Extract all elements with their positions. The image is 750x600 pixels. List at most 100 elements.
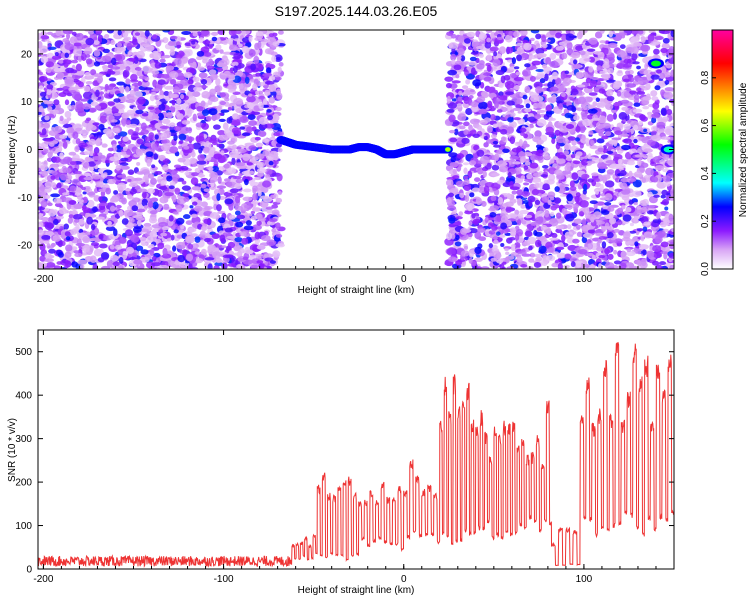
heatmap-cell <box>111 119 118 123</box>
heatmap-cell <box>154 170 163 175</box>
heatmap-cell <box>633 42 642 46</box>
heatmap-cell <box>192 76 200 83</box>
heatmap-cell <box>599 101 606 108</box>
heatmap-cell <box>98 202 109 207</box>
heatmap-cell <box>64 118 70 124</box>
heatmap-cell <box>158 221 169 228</box>
heatmap-cell <box>44 181 53 188</box>
heatmap-cell <box>255 72 262 77</box>
heatmap-cell <box>277 66 282 73</box>
heatmap-cell <box>166 175 173 182</box>
heatmap-cell <box>204 206 211 211</box>
heatmap-cell <box>516 178 523 184</box>
heatmap-cell <box>652 102 660 110</box>
heatmap-cell <box>53 125 63 134</box>
heatmap-cell <box>124 86 130 93</box>
heatmap-cell <box>169 93 179 99</box>
heatmap-cell <box>74 252 83 258</box>
heatmap-cell <box>219 234 226 243</box>
heatmap-cell <box>141 113 149 117</box>
heatmap-cell <box>269 260 276 264</box>
heatmap-cell <box>126 246 135 254</box>
heatmap-cell <box>153 153 159 160</box>
heatmap-cell <box>121 218 129 225</box>
heatmap-cell <box>258 102 264 110</box>
heatmap-cell <box>38 32 42 40</box>
heatmap-cell <box>251 111 261 115</box>
heatmap-cell <box>111 127 120 133</box>
heatmap-cell <box>64 264 69 269</box>
heatmap-cell <box>120 157 129 162</box>
heatmap-cell <box>70 104 76 110</box>
heatmap-cell <box>53 197 63 204</box>
heatmap-cell <box>231 127 241 134</box>
heatmap-cell <box>604 247 611 255</box>
heatmap-cell <box>58 208 68 215</box>
heatmap-cell <box>86 76 95 80</box>
heatmap-cell <box>159 125 170 129</box>
heatmap-cell <box>255 184 265 193</box>
heatmap-cell <box>129 89 136 97</box>
heatmap-cell <box>175 205 183 213</box>
heatmap-cell <box>262 138 270 143</box>
heatmap-cell <box>98 196 103 202</box>
heatmap-cell <box>43 138 54 142</box>
heatmap-cell <box>47 245 54 249</box>
heatmap-cell <box>264 168 273 175</box>
heatmap-cell <box>651 117 657 124</box>
heatmap-cell <box>664 206 669 211</box>
heatmap-cell <box>116 81 126 86</box>
heatmap-cell <box>642 226 648 232</box>
heatmap-cell <box>638 120 644 126</box>
heatmap-cell <box>191 172 199 177</box>
heatmap-cell <box>74 192 81 196</box>
heatmap-cell <box>575 192 581 198</box>
heatmap-cell <box>129 123 138 128</box>
heatmap-cell <box>191 213 198 218</box>
heatmap-cell <box>508 237 516 241</box>
heatmap-cell <box>149 248 155 257</box>
heatmap-cell <box>209 88 217 96</box>
heatmap-cell <box>650 90 658 97</box>
heatmap-cell <box>204 238 211 243</box>
heatmap-cell <box>151 164 156 169</box>
heatmap-cell <box>40 56 49 64</box>
heatmap-cell <box>124 188 132 192</box>
heatmap-cell <box>228 214 236 220</box>
heatmap-cell <box>149 94 155 102</box>
heatmap-cell <box>73 42 82 47</box>
heatmap-cell <box>258 217 266 222</box>
heatmap-cell <box>276 173 283 182</box>
heatmap-cell <box>632 61 640 65</box>
heatmap-cell <box>625 207 632 213</box>
heatmap-cell <box>211 233 220 240</box>
heatmap-cell <box>188 263 193 269</box>
heatmap-cell <box>539 78 546 84</box>
heatmap-cell <box>38 142 41 147</box>
heatmap-cell <box>274 71 281 78</box>
heatmap-cell <box>38 221 44 229</box>
heatmap-cell <box>192 113 197 122</box>
heatmap-cell <box>117 141 123 145</box>
heatmap-cell <box>122 136 129 142</box>
heatmap-cell <box>129 209 134 216</box>
heatmap-cell <box>242 256 249 261</box>
heatmap-cell <box>118 256 124 264</box>
heatmap-cell <box>216 185 227 189</box>
heatmap-cell <box>169 49 176 56</box>
heatmap-cell <box>621 144 631 151</box>
heatmap-cell <box>82 50 92 55</box>
heatmap-cell <box>192 91 201 97</box>
heatmap-cell <box>114 213 121 219</box>
heatmap-cell <box>511 190 517 195</box>
heatmap-cell <box>73 48 83 57</box>
heatmap-cell <box>198 72 208 79</box>
heatmap-cell <box>588 92 598 96</box>
heatmap-cell <box>75 32 85 41</box>
heatmap-cell <box>633 138 638 144</box>
heatmap-cell <box>47 46 57 50</box>
heatmap-cell <box>150 197 159 202</box>
heatmap-cell <box>60 231 66 240</box>
heatmap-cell <box>38 76 48 82</box>
